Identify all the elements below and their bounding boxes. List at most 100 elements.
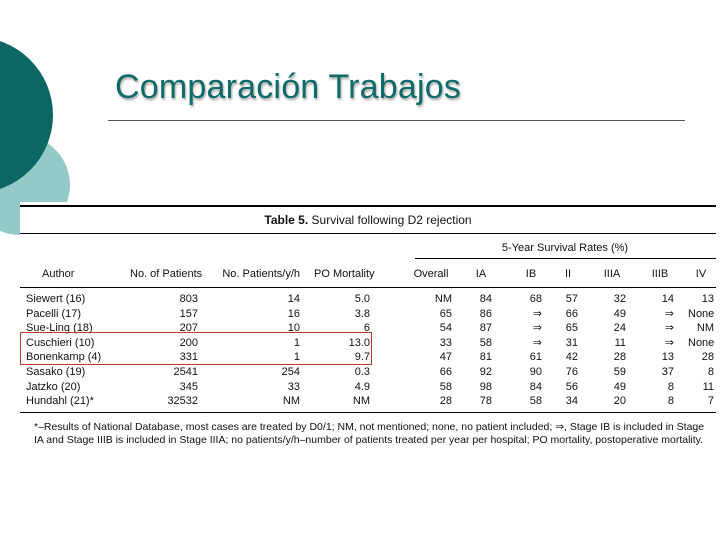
table-cell: 47 [439,351,452,364]
table-cell: 5.0 [354,293,370,305]
table-cell: 90 [529,366,542,378]
table-cell: ⇒ [664,322,674,335]
table-cell: 58 [529,395,542,408]
table-cell: 24 [613,322,626,335]
table-cell: 4.9 [354,380,370,393]
table-cell: 8 [667,380,674,393]
table-cell: 65 [565,322,578,335]
table-cell: 87 [479,322,492,335]
table-cell: 8 [667,395,674,408]
table-cell: 2541 [173,366,198,378]
table-cell: NM [352,395,370,408]
table-cell: 20 [613,395,626,408]
table-cell: 56 [565,380,578,393]
table-cell: 42 [565,351,578,364]
table-cell: Cuschieri (10) [26,336,95,349]
table-cell: ⇒ [532,307,542,320]
table-cell: 11 [614,336,626,349]
table-cell: 11 [702,380,714,393]
column-header: Author [42,268,75,280]
column-header: PO Mortality [314,268,375,280]
table-cell: 78 [479,395,492,408]
column-header: IIIA [603,268,621,280]
table-bottom-rule [20,412,716,413]
table-caption: Table 5. Survival following D2 rejection [20,213,716,227]
table-cell: 58 [439,380,452,393]
table-cell: 345 [179,380,198,393]
caption-rule [20,233,716,234]
table-cell: 207 [179,322,198,335]
table-cell: 54 [439,322,452,335]
survival-table: Table 5. Survival following D2 rejection… [20,202,716,452]
table-cell: 8 [707,366,714,378]
table-cell: Siewert (16) [26,293,86,305]
table-cell: 68 [529,293,542,305]
table-cell: Jatzko (20) [26,380,81,393]
table-cell: 1 [293,351,300,364]
header-rule [20,287,716,288]
slide-title: Comparación Trabajos [115,68,462,106]
table-footnote: *–Results of National Database, most cas… [34,421,705,446]
title-underline [108,120,685,121]
table-cell: 6 [363,322,370,335]
table-cell: ⇒ [664,307,674,320]
table-cell: 200 [179,336,198,349]
table-cell: 34 [565,395,578,408]
table-cell: 31 [565,336,578,349]
table-cell: 14 [661,293,674,305]
table-cell: None [688,336,715,349]
table-cell: 10 [287,322,300,335]
table-cell: Sue-Ling (18) [26,322,93,335]
table-cell: NM [434,293,452,305]
table-cell: 33 [287,380,300,393]
table-cell: 81 [479,351,492,364]
table-cell: 157 [179,307,198,320]
table-cell: 1 [293,336,300,349]
table-cell: 32 [613,293,626,305]
column-header: Overall [413,268,449,280]
table-cell: Hundahl (21)* [26,395,94,408]
table-cell: 28 [613,351,626,364]
column-header: IIIB [651,268,669,280]
table-caption-number: Table 5. [264,213,309,227]
table-cell: 254 [281,366,300,378]
table-cell: 57 [565,293,578,305]
table-cell: 84 [479,293,492,305]
group-header-rule [415,258,716,259]
dark-circle [0,41,53,189]
table-cell: ⇒ [664,336,674,349]
highlight-box [20,332,372,365]
table-cell: 0.3 [354,366,370,378]
table-cell: NM [696,322,714,335]
table-cell: ⇒ [532,322,542,335]
column-header: No. of Patients [130,268,203,280]
table-cell: 49 [613,380,626,393]
table-cell: Pacelli (17) [26,307,82,320]
table-cell: 92 [479,366,492,378]
table-cell: ⇒ [532,336,542,349]
table-cell: 13.0 [348,336,370,349]
table-cell: 13 [701,293,714,305]
table-caption-text: Survival following D2 rejection [311,213,472,227]
column-header: IB [525,268,537,280]
column-header: IA [475,268,487,280]
column-header: II [564,268,572,280]
table-cell: 7 [707,395,714,408]
table-cell: None [688,307,715,320]
column-header: No. Patients/y/h [222,268,300,280]
table-cell: 803 [179,293,198,305]
table-cell: Bonenkamp (4) [26,351,102,364]
table-top-rule [20,205,716,207]
table-cell: 66 [439,366,452,378]
table-cell: 84 [529,380,542,393]
table-cell: 61 [529,351,542,364]
table-cell: 331 [179,351,198,364]
table-cell: 14 [287,293,300,305]
table-cell: 58 [479,336,492,349]
table-cell: 28 [701,351,714,364]
table-cell: 28 [439,395,452,408]
table-cell: Sasako (19) [26,366,86,378]
table-cell: 9.7 [354,351,370,364]
table-cell: 65 [439,307,452,320]
table-cell: 66 [565,307,578,320]
